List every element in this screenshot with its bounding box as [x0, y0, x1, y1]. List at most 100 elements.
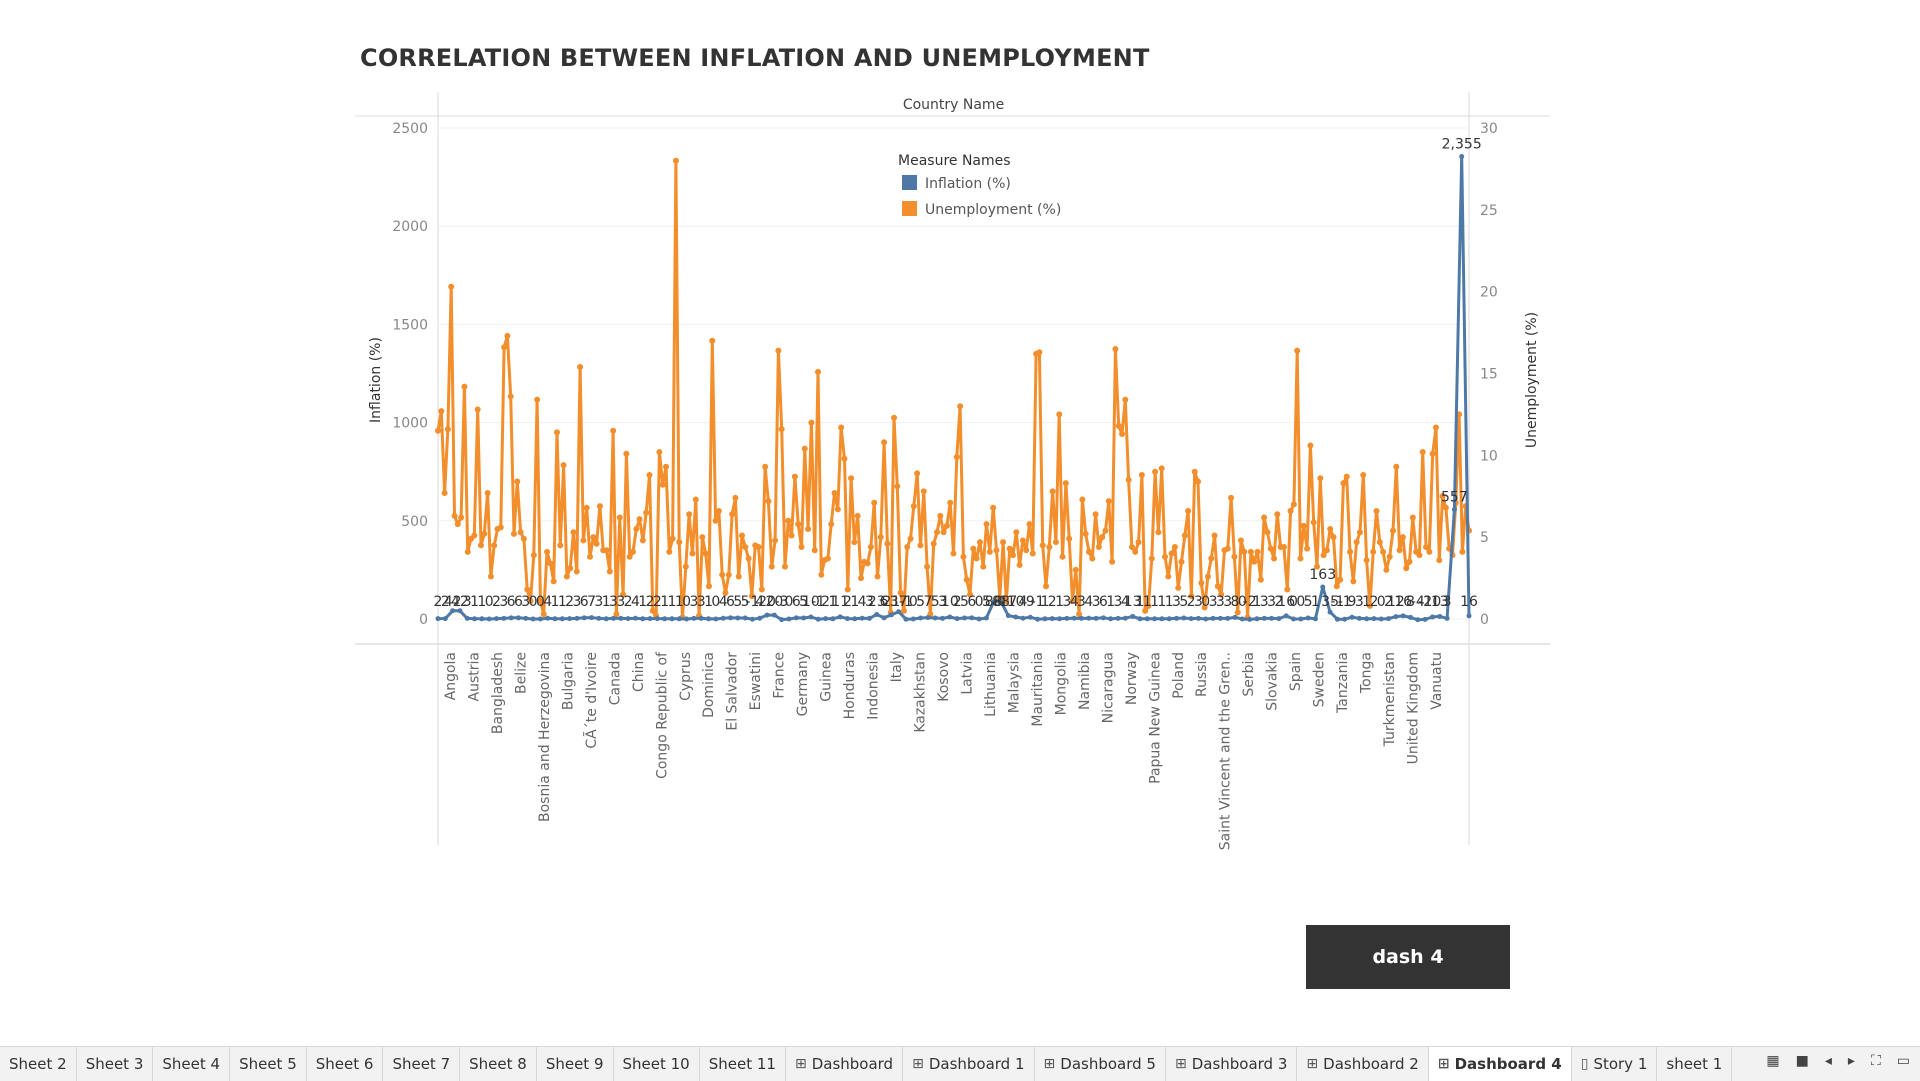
tab-dashboard-1[interactable]: ⊞ Dashboard 1 [903, 1047, 1035, 1081]
unemployment-point [768, 563, 775, 570]
unemployment-point [1185, 507, 1192, 514]
inflation-point [727, 615, 733, 621]
y-left-tick-label: 500 [401, 514, 428, 530]
y-right-tick-label: 20 [1480, 285, 1498, 301]
unemployment-point [1370, 548, 1377, 555]
tab-label: Sheet 8 [469, 1055, 527, 1073]
tab-dashboard-5[interactable]: ⊞ Dashboard 5 [1035, 1047, 1166, 1081]
unemployment-point [689, 550, 696, 557]
inflation-point [610, 615, 616, 621]
unemployment-point [1290, 501, 1297, 508]
inflation-data-label: 3 [521, 594, 530, 610]
grid-view-icon[interactable]: ▦ [1766, 1053, 1780, 1069]
inflation-data-label: 5 [733, 594, 742, 610]
unemployment-point [454, 521, 461, 528]
unemployment-point [857, 575, 864, 582]
inflation-point [589, 615, 595, 621]
inflation-point [1122, 615, 1128, 621]
dash-4-button[interactable]: dash 4 [1306, 925, 1510, 989]
inflation-data-label: 3 [1267, 594, 1276, 610]
unemployment-point [920, 488, 927, 495]
tab-label: sheet 1 [1666, 1055, 1723, 1073]
inflation-data-label: 3 [1114, 594, 1123, 610]
tab-label: Dashboard 1 [928, 1055, 1025, 1073]
unemployment-point [550, 578, 557, 585]
inflation-data-label: -1 [811, 594, 825, 610]
tab-sheet-3[interactable]: Sheet 3 [77, 1047, 154, 1081]
x-tick-label: United Kingdom [1406, 652, 1422, 764]
unemployment-point [1383, 566, 1390, 573]
unemployment-point [729, 511, 736, 518]
inflation-point [625, 616, 631, 622]
inflation-data-label: 5 [741, 594, 750, 610]
unemployment-point [481, 530, 488, 537]
tab-sheet-5[interactable]: Sheet 5 [230, 1047, 307, 1081]
next-icon[interactable]: ▸ [1847, 1053, 1855, 1069]
tab-sheet-8[interactable]: Sheet 8 [460, 1047, 537, 1081]
inflation-data-label: 21 [882, 594, 900, 610]
unemployment-point [530, 552, 537, 559]
unemployment-point [1056, 411, 1063, 418]
tab-sheet-10[interactable]: Sheet 10 [614, 1047, 700, 1081]
tab-sheet-4[interactable]: Sheet 4 [153, 1047, 231, 1081]
unemployment-point [1023, 547, 1030, 554]
unemployment-point [1327, 525, 1334, 532]
inflation-data-label: 2 [441, 594, 450, 610]
inflation-data-label: -1 [745, 594, 759, 610]
unemployment-point [778, 426, 785, 433]
inflation-point [1027, 614, 1033, 620]
unemployment-point [907, 535, 914, 542]
tab-dashboard-4[interactable]: ⊞ Dashboard 4 [1428, 1047, 1572, 1081]
tab-dashboard[interactable]: ⊞ Dashboard [786, 1047, 904, 1081]
unemployment-point [1062, 480, 1069, 487]
x-tick-label: Norway [1124, 652, 1140, 705]
unemployment-point [950, 550, 957, 557]
inflation-data-label: 1 [675, 594, 684, 610]
unemployment-point [517, 529, 524, 536]
unemployment-point [1304, 545, 1311, 552]
unemployment-point [1178, 558, 1185, 565]
inflation-data-label: 557 [1441, 490, 1468, 506]
fullscreen-icon[interactable]: ⛶ [1870, 1053, 1881, 1069]
inflation-data-label: 0 [1201, 594, 1210, 610]
unemployment-point [524, 586, 531, 593]
unemployment-point [980, 563, 987, 570]
inflation-point [559, 616, 565, 622]
tab-story-1[interactable]: ▯ Story 1 [1572, 1047, 1658, 1081]
tab-label: Sheet 5 [239, 1055, 297, 1073]
x-tick-label: Belize [513, 652, 529, 694]
inflation-point [713, 616, 719, 622]
inflation-data-label: 6 [967, 594, 976, 610]
inflation-point [706, 616, 712, 622]
x-tick-label: Namibia [1077, 652, 1093, 710]
unemployment-point [891, 414, 898, 421]
tab-sheet-11[interactable]: Sheet 11 [700, 1047, 786, 1081]
inflation-data-label: 1 [668, 594, 677, 610]
inflation-data-label: 3 [689, 594, 698, 610]
unemployment-point [458, 514, 465, 521]
x-tick-label: Italy [889, 652, 905, 682]
tab-dashboard-2[interactable]: ⊞ Dashboard 2 [1297, 1047, 1429, 1081]
unemployment-point [504, 332, 511, 339]
present-icon[interactable]: ▭ [1896, 1053, 1910, 1069]
unemployment-point [1429, 450, 1436, 457]
tab-sheet-7[interactable]: Sheet 7 [383, 1047, 461, 1081]
tab-sheet-6[interactable]: Sheet 6 [307, 1047, 384, 1081]
filmstrip-icon[interactable]: ■ [1795, 1053, 1809, 1069]
inflation-point [1042, 616, 1048, 622]
unemployment-point [1409, 514, 1416, 521]
tab-sheet-9[interactable]: Sheet 9 [537, 1047, 614, 1081]
unemployment-point [963, 576, 970, 583]
unemployment-point [775, 347, 782, 354]
tab-dashboard-3[interactable]: ⊞ Dashboard 3 [1166, 1047, 1298, 1081]
inflation-point [493, 616, 499, 622]
unemployment-point [715, 507, 722, 514]
inflation-data-label: -2 [1243, 594, 1257, 610]
prev-icon[interactable]: ◂ [1824, 1053, 1832, 1069]
inflation-data-label: 3 [1209, 594, 1218, 610]
inflation-data-label: 5 [1304, 594, 1313, 610]
inflation-point [808, 614, 814, 620]
unemployment-point [1112, 345, 1119, 352]
tab-sheet-1[interactable]: sheet 1 [1657, 1047, 1733, 1081]
tab-sheet-2[interactable]: Sheet 2 [0, 1047, 77, 1081]
